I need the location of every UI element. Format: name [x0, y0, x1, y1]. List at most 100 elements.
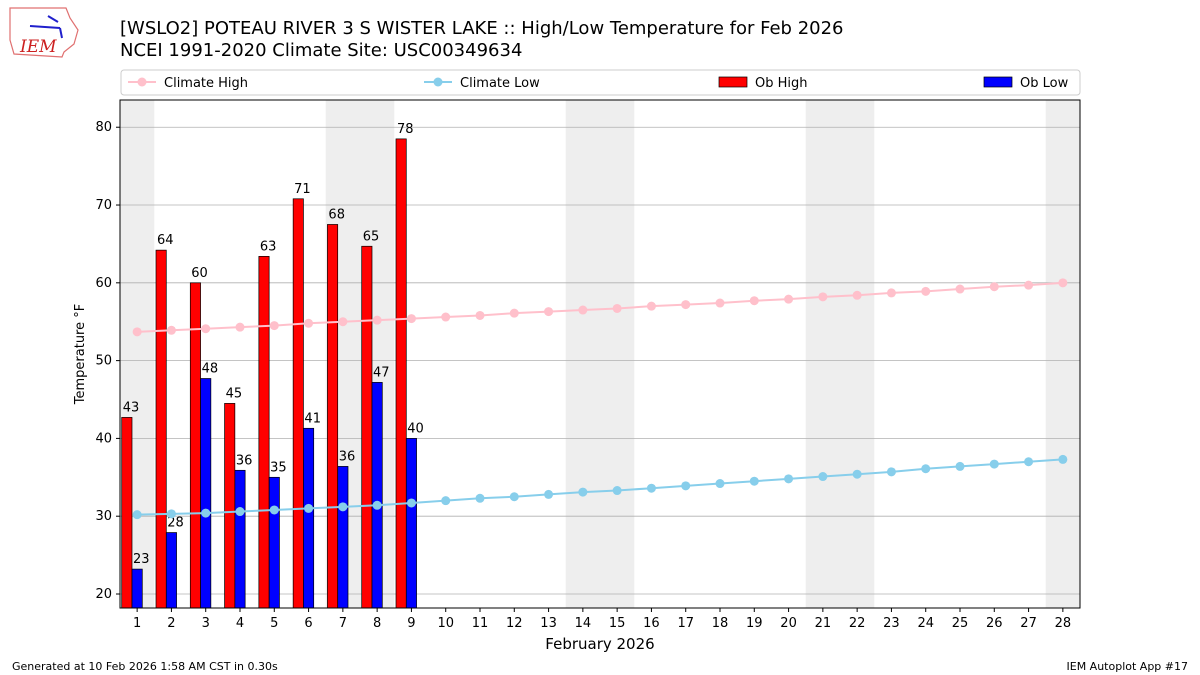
climate-high-point	[509, 308, 519, 318]
climate-low-point	[475, 493, 485, 503]
x-tick-label: 28	[1055, 616, 1072, 631]
climate-high-point	[852, 290, 862, 300]
climate-high-point	[784, 294, 794, 304]
climate-high-point	[612, 303, 622, 313]
legend-label: Ob High	[755, 76, 808, 91]
ob-low-label: 36	[339, 449, 356, 464]
ob-high-label: 43	[123, 400, 140, 415]
y-tick-label: 80	[95, 120, 112, 135]
climate-high-point	[406, 314, 416, 324]
x-tick-label: 25	[952, 616, 969, 631]
x-tick-label: 17	[677, 616, 694, 631]
legend-marker-icon	[433, 77, 443, 87]
y-axis-label: Temperature °F	[73, 304, 88, 405]
ob-high-bar	[395, 138, 407, 609]
x-tick-label: 7	[339, 616, 347, 631]
climate-low-point	[235, 507, 245, 517]
y-tick-label: 40	[95, 431, 112, 446]
x-tick-label: 26	[986, 616, 1003, 631]
climate-high-point	[235, 322, 245, 332]
ob-low-label: 47	[373, 365, 390, 380]
y-tick-label: 30	[95, 509, 112, 524]
legend-label: Ob Low	[1020, 76, 1069, 91]
x-tick-label: 23	[883, 616, 900, 631]
climate-low-point	[269, 505, 279, 515]
climate-low-point	[955, 461, 965, 471]
legend-swatch-icon	[718, 76, 748, 88]
climate-high-line	[137, 281, 1063, 333]
ob-high-label: 71	[294, 182, 311, 197]
x-tick-label: 14	[575, 616, 592, 631]
x-tick-label: 13	[540, 616, 557, 631]
y-tick-label: 70	[95, 198, 112, 213]
ob-low-label: 41	[304, 411, 321, 426]
x-tick-label: 4	[236, 616, 244, 631]
climate-low-point	[818, 472, 828, 482]
y-tick-label: 60	[95, 276, 112, 291]
weekend-shade	[1045, 100, 1080, 608]
climate-high-point	[886, 288, 896, 298]
ob-low-bar	[337, 466, 349, 609]
x-tick-label: 27	[1020, 616, 1037, 631]
footer-app: IEM Autoplot App #17	[1066, 660, 1189, 673]
ob-high-bar	[258, 256, 270, 609]
legend-marker-icon	[137, 77, 147, 87]
x-tick-label: 1	[133, 616, 141, 631]
x-tick-label: 24	[917, 616, 934, 631]
climate-low-point	[784, 474, 794, 484]
climate-low-point	[612, 486, 622, 496]
x-tick-label: 19	[746, 616, 763, 631]
legend-label: Climate Low	[460, 76, 540, 91]
climate-low-point	[406, 498, 416, 508]
climate-low-point	[304, 503, 314, 513]
ob-low-label: 35	[270, 460, 287, 475]
ob-high-bar	[121, 417, 133, 609]
ob-low-label: 48	[202, 362, 219, 377]
ob-low-bar	[200, 378, 212, 609]
ob-high-label: 64	[157, 233, 174, 248]
climate-low-point	[886, 467, 896, 477]
ob-high-bar	[155, 249, 167, 609]
climate-low-point	[166, 509, 176, 519]
ob-low-bar	[371, 382, 383, 609]
ob-high-bar	[327, 224, 339, 609]
climate-high-point	[544, 307, 554, 317]
x-tick-label: 12	[506, 616, 523, 631]
x-tick-label: 9	[407, 616, 415, 631]
ob-low-label: 36	[236, 453, 253, 468]
x-axis-label: February 2026	[545, 635, 654, 653]
x-tick-label: 20	[780, 616, 797, 631]
weekend-shade	[565, 100, 635, 608]
x-tick-label: 3	[202, 616, 210, 631]
weather-station-icon	[29, 15, 63, 39]
footer-generated: Generated at 10 Feb 2026 1:58 AM CST in …	[12, 660, 278, 673]
climate-high-point	[578, 305, 588, 315]
climate-low-point	[749, 476, 759, 486]
ob-low-label: 23	[133, 552, 150, 567]
climate-low-point	[132, 510, 142, 520]
iem-logo: IEM	[9, 7, 79, 58]
x-tick-label: 22	[849, 616, 866, 631]
ob-low-bar	[268, 476, 280, 609]
ob-high-label: 60	[191, 266, 208, 281]
x-tick-label: 6	[304, 616, 312, 631]
climate-high-point	[646, 301, 656, 311]
climate-high-point	[1024, 280, 1034, 290]
climate-high-point	[441, 312, 451, 322]
climate-high-point	[749, 296, 759, 306]
x-tick-label: 11	[472, 616, 489, 631]
x-tick-label: 10	[437, 616, 454, 631]
ob-high-bar	[224, 403, 236, 609]
climate-low-point	[1024, 457, 1034, 467]
y-tick-label: 20	[95, 587, 112, 602]
climate-low-point	[989, 459, 999, 469]
ob-high-bar	[361, 245, 373, 609]
ob-high-bar	[292, 198, 304, 609]
x-tick-label: 18	[712, 616, 729, 631]
climate-low-point	[852, 469, 862, 479]
chart-title: [WSLO2] POTEAU RIVER 3 S WISTER LAKE :: …	[120, 18, 844, 39]
ob-low-bar	[165, 532, 177, 609]
climate-high-point	[132, 327, 142, 337]
ob-high-label: 68	[328, 207, 345, 222]
climate-low-point	[338, 502, 348, 512]
